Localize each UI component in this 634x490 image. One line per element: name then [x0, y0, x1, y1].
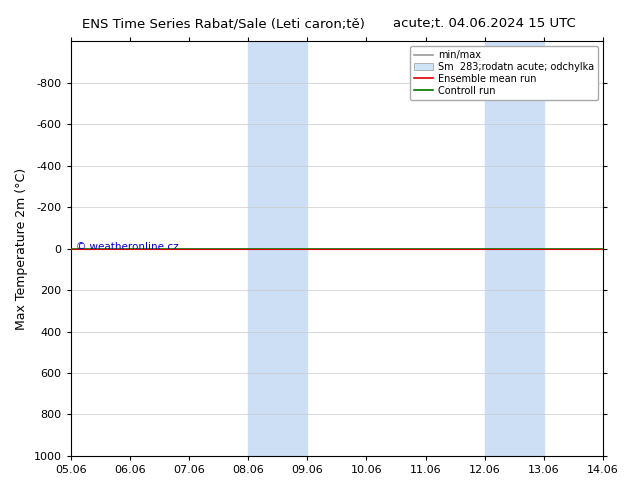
Y-axis label: Max Temperature 2m (°C): Max Temperature 2m (°C) — [15, 168, 28, 330]
Text: © weatheronline.cz: © weatheronline.cz — [76, 242, 179, 251]
Bar — [248, 41, 307, 456]
Bar — [485, 41, 544, 456]
Legend: min/max, Sm  283;rodatn acute; odchylka, Ensemble mean run, Controll run: min/max, Sm 283;rodatn acute; odchylka, … — [410, 46, 598, 99]
Text: acute;t. 04.06.2024 15 UTC: acute;t. 04.06.2024 15 UTC — [393, 17, 576, 30]
Text: ENS Time Series Rabat/Sale (Leti caron;tě): ENS Time Series Rabat/Sale (Leti caron;t… — [82, 17, 365, 30]
